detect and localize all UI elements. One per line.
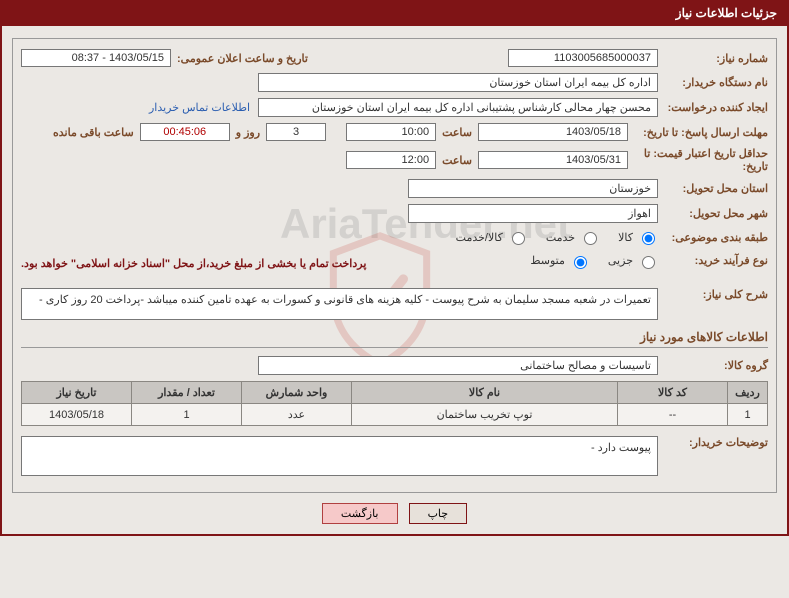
label-remaining: ساعت باقی مانده [53,126,134,139]
field-desc: تعمیرات در شعبه مسجد سلیمان به شرح پیوست… [21,288,658,320]
th-unit: واحد شمارش [242,382,352,404]
panel-header: جزئیات اطلاعات نیاز [0,0,789,26]
label-process: نوع فرآیند خرید: [658,254,768,267]
label-province: استان محل تحویل: [658,182,768,195]
cell-unit: عدد [242,404,352,426]
label-desc: شرح کلی نیاز: [658,288,768,301]
print-button[interactable]: چاپ [409,503,468,524]
treasury-note: پرداخت تمام یا بخشی از مبلغ خرید،از محل … [21,257,366,270]
items-section-title: اطلاعات کالاهای مورد نیاز [21,330,768,348]
inner-frame: شماره نیاز: 1103005685000037 تاریخ و ساع… [12,38,777,493]
label-category: طبقه بندی موضوعی: [658,231,768,244]
label-days-and: روز و [236,126,260,139]
label-deadline: مهلت ارسال پاسخ: تا تاریخ: [628,126,768,139]
field-org: اداره کل بیمه ایران استان خوزستان [258,73,658,92]
cell-code: -- [618,404,728,426]
label-org: نام دستگاه خریدار: [658,76,768,89]
radio-goods-label: کالا [618,229,658,245]
cell-date: 1403/05/18 [22,404,132,426]
th-row: ردیف [728,382,768,404]
field-announce: 1403/05/15 - 08:37 [21,49,171,67]
field-remaining-time: 00:45:06 [140,123,230,141]
cell-name: توپ تخریب ساختمان [352,404,618,426]
radio-medium[interactable] [574,256,587,269]
button-row: چاپ بازگشت [12,503,777,524]
radio-medium-label: متوسط [530,253,590,269]
label-hour-2: ساعت [442,154,472,167]
field-group: تاسیسات و مصالح ساختمانی [258,356,658,375]
th-name: نام کالا [352,382,618,404]
radio-partial-label: جزیی [608,253,658,269]
items-table: ردیف کد کالا نام کالا واحد شمارش تعداد /… [21,381,768,426]
radio-goods[interactable] [642,232,655,245]
field-deadline-time: 10:00 [346,123,436,141]
field-need-no: 1103005685000037 [508,49,658,67]
label-need-no: شماره نیاز: [658,52,768,65]
radio-goods-service-label: کالا/خدمت [456,229,528,245]
field-validity-date: 1403/05/31 [478,151,628,169]
panel-title: جزئیات اطلاعات نیاز [676,6,777,20]
th-date: تاریخ نیاز [22,382,132,404]
cell-row: 1 [728,404,768,426]
cell-qty: 1 [132,404,242,426]
buyer-contact-link[interactable]: اطلاعات تماس خریدار [149,101,250,114]
table-row: 1--توپ تخریب ساختمانعدد11403/05/18 [22,404,768,426]
label-group: گروه کالا: [658,359,768,372]
radio-service[interactable] [584,232,597,245]
field-remaining-days: 3 [266,123,326,141]
th-qty: تعداد / مقدار [132,382,242,404]
field-requester: محسن چهار محالی کارشناس پشتیبانی اداره ک… [258,98,658,117]
back-button[interactable]: بازگشت [322,503,398,524]
label-city: شهر محل تحویل: [658,207,768,220]
field-buyer-notes: پیوست دارد - [21,436,658,476]
radio-partial[interactable] [642,256,655,269]
radio-service-label: خدمت [546,229,600,245]
label-validity: حداقل تاریخ اعتبار قیمت: تا تاریخ: [628,147,768,173]
field-deadline-date: 1403/05/18 [478,123,628,141]
field-city: اهواز [408,204,658,223]
label-requester: ایجاد کننده درخواست: [658,101,768,114]
label-hour-1: ساعت [442,126,472,139]
field-province: خوزستان [408,179,658,198]
th-code: کد کالا [618,382,728,404]
label-buyer-notes: توضیحات خریدار: [658,436,768,449]
form-wrap: شماره نیاز: 1103005685000037 تاریخ و ساع… [0,26,789,536]
field-validity-time: 12:00 [346,151,436,169]
radio-goods-service[interactable] [512,232,525,245]
label-announce: تاریخ و ساعت اعلان عمومی: [177,52,308,65]
